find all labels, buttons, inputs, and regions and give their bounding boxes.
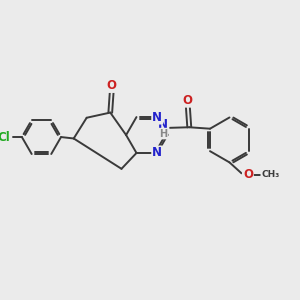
Text: N: N — [152, 146, 162, 160]
Text: Cl: Cl — [0, 130, 11, 143]
Text: N: N — [152, 111, 162, 124]
Text: H: H — [159, 129, 167, 139]
Text: CH₃: CH₃ — [261, 170, 280, 179]
Text: O: O — [243, 168, 253, 181]
Text: N: N — [158, 118, 168, 131]
Text: O: O — [183, 94, 193, 107]
Text: O: O — [107, 79, 117, 92]
